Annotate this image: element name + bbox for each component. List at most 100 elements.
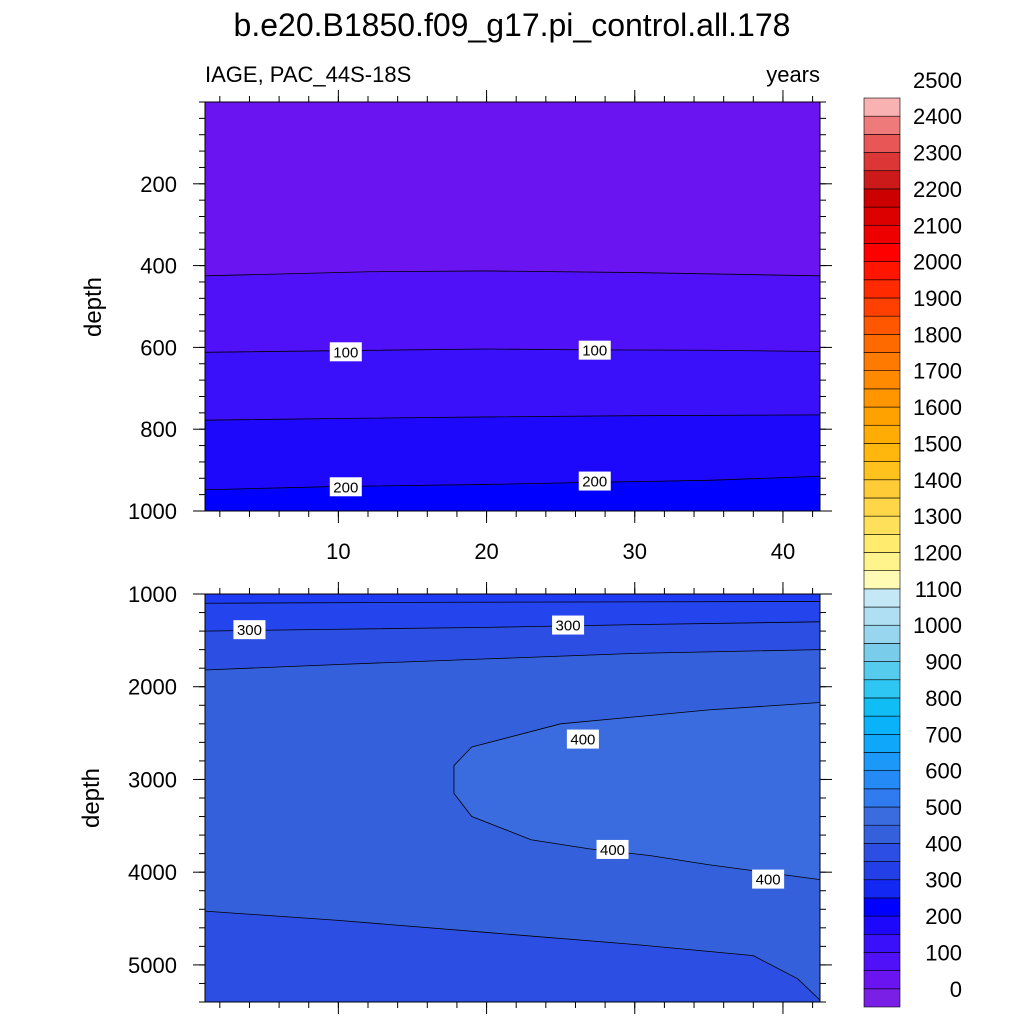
contour-label-text: 200 [333,479,358,496]
colorbar-swatch [863,243,901,262]
colorbar-swatch [863,861,901,881]
colorbar-swatch [863,352,901,371]
colorbar-label: 900 [925,650,962,675]
contour-label-box [578,340,611,360]
colorbar-swatch [863,443,901,462]
colorbar-swatch [863,424,901,444]
contour-label: 200 [329,477,362,497]
contour-label: 300 [233,620,266,640]
x-tick-label: 30 [623,539,647,564]
colorbar-swatch [863,297,901,317]
colorbar-swatch [863,879,901,899]
colorbar-label: 2400 [913,104,962,129]
contour-label-text: 100 [333,344,358,361]
colorbar-swatch [863,170,901,190]
colorbar-label: 1100 [915,577,962,602]
contour-label-text: 200 [582,474,607,491]
colorbar-label: 1900 [913,286,962,311]
y-tick-label: 200 [140,172,177,197]
colorbar-label: 2000 [913,250,962,275]
colorbar-label: 100 [925,940,962,965]
colorbar-swatch [863,261,901,281]
colorbar-swatch [863,497,901,517]
x-tick-label: 20 [474,539,498,564]
contour-line-200 [204,475,821,491]
colorbar-swatch [863,534,901,553]
contour-label: 100 [578,340,611,360]
colorbar-swatch [863,697,901,717]
colorbar-swatch [863,788,901,808]
y-tick-label: 2000 [128,675,177,700]
colorbar-swatch [863,843,901,862]
colorbar-label: 800 [925,686,962,711]
colorbar-label: 2200 [913,177,962,202]
contour-line-250 [204,601,821,604]
contour-label: 400 [566,729,599,749]
colorbar-swatch [863,406,901,426]
colorbar-swatch [863,952,901,971]
y-tick-label: 800 [140,417,177,442]
contour-label-box [596,839,629,859]
colorbar-label: 1800 [913,322,962,347]
colorbar-swatch [863,570,901,590]
colorbar-swatch [863,733,901,753]
colorbar-swatch [863,715,901,735]
contour-label-text: 400 [756,872,781,889]
colorbar-swatch [863,461,901,481]
x-tick-label: 40 [771,539,795,564]
contour-line-350 [204,649,821,671]
panel-left-string: IAGE, PAC_44S-18S [205,62,411,87]
colorbar-label: 300 [925,868,962,893]
contour-label-box [329,342,362,362]
colorbar-label: 0 [950,977,962,1002]
colorbar-swatch [863,115,901,135]
colorbar-swatch [863,824,901,844]
y-tick-label: 1000 [128,582,177,607]
colorbar-label: 600 [925,759,962,784]
contour-band [205,601,820,632]
colorbar-swatch [863,624,901,644]
contour-line-350 [204,910,821,1001]
colorbar-swatch [863,279,901,299]
contour-label-box [752,869,785,889]
contour-line-150 [204,414,821,421]
contour-band [205,594,820,604]
colorbar-label: 1400 [913,468,962,493]
lower-panel-axes: 1000 2000 3000 4000 5000 [128,582,832,1014]
contour-label-text: 100 [582,343,607,360]
contour-label: 400 [752,869,785,889]
colorbar-swatch [863,334,901,353]
y-tick-label: 1000 [128,499,177,524]
colorbar-swatch [863,97,901,117]
lower-panel-contour-labels: 300 300 400 400 400 [233,615,785,889]
colorbar-label: 2300 [913,141,962,166]
colorbar-swatch [863,224,901,244]
lower-panel-contour-lines [204,601,821,1001]
contour-band [205,414,820,490]
contour-band [205,621,820,671]
colorbar-label: 1000 [913,613,962,638]
y-tick-label: 4000 [128,860,177,885]
colorbar-swatch [863,134,901,153]
colorbar-label: 1200 [913,541,962,566]
colorbar-swatch [863,588,901,608]
contour-band [205,349,820,421]
colorbar-swatch [863,188,901,208]
colorbar-swatch [863,770,901,790]
colorbar-swatch [863,661,901,681]
colorbar-label: 1300 [913,504,962,529]
contour-label: 100 [329,342,362,362]
contour-line-300 [204,621,821,632]
colorbar-swatch [863,915,901,935]
contour-label-text: 400 [570,732,595,749]
contour-label-box [552,615,585,635]
contour-band [205,270,820,353]
colorbar-swatch [863,988,901,1008]
contour-line-400 [453,702,821,880]
contour-label-text: 400 [600,842,625,859]
y-tick-label: 400 [140,254,177,279]
upper-panel-fills [205,102,820,511]
colorbar-label: 2100 [913,213,962,238]
contour-label-text: 300 [237,622,262,639]
